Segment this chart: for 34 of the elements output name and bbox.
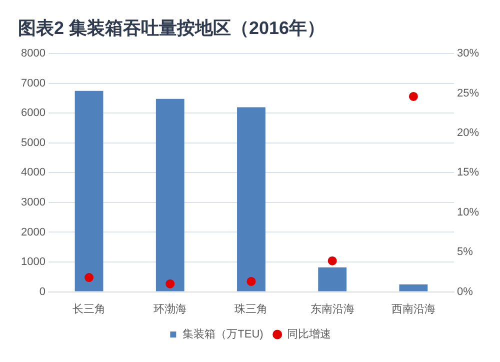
y-tick-label: 6000 bbox=[20, 107, 46, 120]
bar bbox=[399, 284, 428, 292]
point bbox=[408, 92, 418, 101]
y2-tick-label: 30% bbox=[456, 48, 480, 60]
y2-tick-label: 20% bbox=[456, 127, 480, 140]
y-tick-label: 7000 bbox=[20, 77, 46, 90]
x-tick-label: 西南沿海 bbox=[391, 302, 436, 316]
bar bbox=[74, 90, 104, 292]
x-tick-label: 环渤海 bbox=[154, 302, 187, 316]
x-tick-label: 长三角 bbox=[72, 302, 106, 316]
point bbox=[166, 279, 175, 288]
x-tick-label: 珠三角 bbox=[234, 302, 268, 316]
bar bbox=[156, 98, 184, 292]
y-tick-label: 0 bbox=[39, 286, 46, 298]
y-tick-label: 1000 bbox=[20, 256, 46, 268]
y-tick-label: 2000 bbox=[20, 226, 46, 238]
legend-label: 集装箱（万TEU) bbox=[182, 328, 264, 341]
y-tick-label: 8000 bbox=[20, 48, 46, 60]
y-tick-label: 3000 bbox=[20, 196, 46, 209]
point bbox=[84, 273, 94, 282]
bar bbox=[318, 267, 347, 292]
y-tick-label: 4000 bbox=[20, 166, 46, 179]
legend-label: 同比增速 bbox=[286, 328, 331, 341]
y-tick-label: 5000 bbox=[20, 136, 46, 149]
y2-tick-label: 5% bbox=[456, 246, 474, 258]
y2-tick-label: 10% bbox=[456, 206, 480, 218]
point bbox=[328, 256, 337, 266]
x-tick-label: 东南沿海 bbox=[310, 302, 354, 316]
point bbox=[246, 276, 256, 286]
chart-title: 图表2 集装箱吞吐量按地区（2016年） bbox=[18, 18, 326, 38]
y2-tick-label: 0% bbox=[456, 286, 474, 298]
y2-tick-label: 25% bbox=[456, 87, 480, 100]
y2-tick-label: 15% bbox=[456, 166, 480, 179]
bar bbox=[237, 107, 266, 292]
